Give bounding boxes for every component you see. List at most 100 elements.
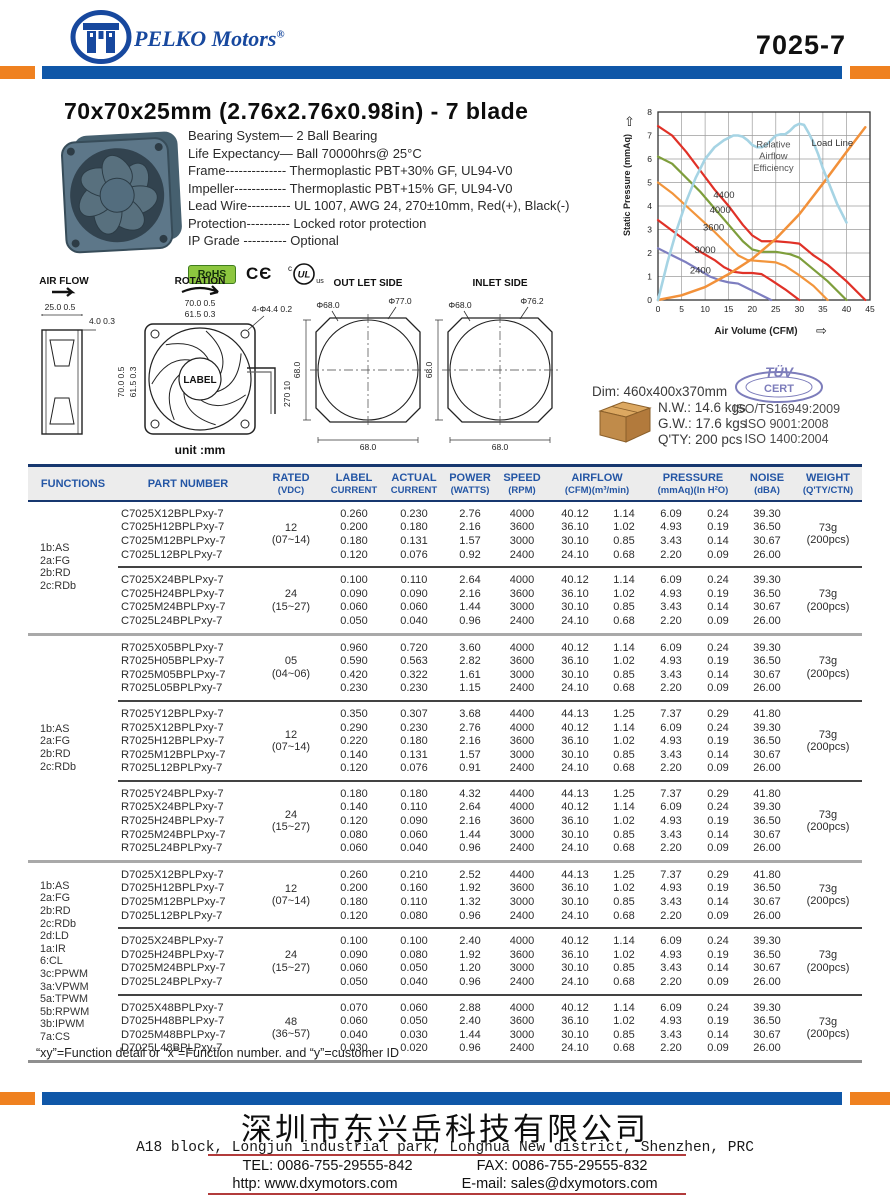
data-cell: 39.30 <box>753 1001 781 1014</box>
data-cell: 44.13 <box>561 787 589 800</box>
data-cell: 0.24 <box>707 641 729 654</box>
data-cell: 3000 <box>509 668 535 681</box>
data-cell: 1.14 <box>613 641 635 654</box>
data-cell: 3600 <box>509 948 535 961</box>
svg-text:15: 15 <box>724 304 734 314</box>
data-cell: 1.02 <box>613 1015 635 1028</box>
data-cell: 2400 <box>509 909 535 922</box>
svg-text:Φ68.0: Φ68.0 <box>316 300 340 310</box>
svg-text:68.0: 68.0 <box>360 442 377 452</box>
rated-voltage-cell: 48 (36~57) <box>271 1015 311 1041</box>
data-cell: 2.76 <box>459 507 481 520</box>
data-cell: 3.68 <box>459 707 481 720</box>
spec-line-ipgrade: IP Grade ---------- Optional <box>188 233 339 248</box>
data-cell: 24.10 <box>561 762 589 775</box>
part-number-cell: C7025L24BPLPxy-7 <box>121 614 223 627</box>
data-cell: 0.09 <box>707 842 729 855</box>
data-cell: 0.09 <box>707 548 729 561</box>
functions-cell: 1b:AS 2a:FG 2b:RD 2c:RDb <box>28 502 118 633</box>
data-cell: 36.10 <box>561 655 589 668</box>
data-cell: 0.68 <box>613 614 635 627</box>
top-bar <box>42 66 842 79</box>
data-cell: 0.040 <box>400 614 428 627</box>
data-cell: 4000 <box>509 641 535 654</box>
function-code: 2c:RDb <box>40 760 77 773</box>
data-cell: 0.24 <box>707 721 729 734</box>
function-code: 2a:FG <box>40 554 71 567</box>
data-cell: 36.10 <box>561 1015 589 1028</box>
col-weight: WEIGHT (Q'TY/CTN) <box>802 472 854 496</box>
data-cell: 0.120 <box>340 815 368 828</box>
col-airflow: AIRFLOW (CFM)(m³/min) <box>564 472 630 496</box>
contact-tel: TEL: 0086-755-29555-842 <box>242 1158 413 1174</box>
rotation-drawing: ROTATION 70.0 0.5 61.5 0.3 4-Φ4.4 0.2 70… <box>116 276 293 457</box>
weight-cell: 73g (200pcs) <box>806 728 850 754</box>
chart-annotation: 4000 <box>710 205 731 216</box>
data-cell: 0.090 <box>400 587 428 600</box>
packaging-info: N.W.: 14.6 kgs G.W.: 17.6 kgs Q'TY: 200 … <box>658 400 747 448</box>
data-cell: 36.50 <box>753 815 781 828</box>
email-link[interactable]: E-mail: sales@dxymotors.com <box>461 1176 658 1192</box>
data-cell: 0.140 <box>340 801 368 814</box>
data-cell: 36.50 <box>753 882 781 895</box>
svg-text:4-Φ4.4 0.2: 4-Φ4.4 0.2 <box>252 304 293 314</box>
svg-text:5: 5 <box>679 304 684 314</box>
spec-line-life: Life Expectancy— Ball 70000hrs@ 25°C <box>188 145 422 161</box>
top-bar-orange-left <box>0 66 35 79</box>
rated-voltage-cell: 12 (07~14) <box>271 728 311 754</box>
data-cell: 30.10 <box>561 1028 589 1041</box>
weight-cell: 73g (200pcs) <box>806 521 850 547</box>
data-cell: 1.44 <box>459 601 481 614</box>
data-cell: 0.050 <box>340 976 368 989</box>
part-number-cell: D7025M12BPLPxy-7 <box>121 896 226 909</box>
data-cell: 36.50 <box>753 948 781 961</box>
data-cell: 4000 <box>509 801 535 814</box>
data-cell: 6.09 <box>660 574 682 587</box>
website-link[interactable]: http: www.dxymotors.com <box>232 1176 398 1192</box>
svg-text:Air Volume (CFM): Air Volume (CFM) <box>714 326 797 337</box>
data-cell: 3.43 <box>660 962 682 975</box>
data-cell: 2.40 <box>459 1015 481 1028</box>
footer-divider-bottom <box>208 1193 686 1195</box>
outlet-side-drawing: OUT LET SIDE Φ68.0 Φ77.0 68.0 68.0 <box>292 278 426 452</box>
spec-table: FUNCTIONS PART NUMBER RATED (VDC) LABEL CU… <box>28 464 862 1064</box>
data-cell: 0.29 <box>707 787 729 800</box>
rated-voltage-cell: 24 (15~27) <box>271 588 311 613</box>
data-cell: 2400 <box>509 548 535 561</box>
function-code: 3b:IPWM <box>40 1018 85 1031</box>
data-cell: 0.131 <box>400 748 428 761</box>
function-code: 5a:TPWM <box>40 993 88 1006</box>
data-cell: 0.85 <box>613 896 635 909</box>
data-cell: 0.29 <box>707 707 729 720</box>
part-number-cell: D7025M24BPLPxy-7 <box>121 962 226 975</box>
data-cell: 0.96 <box>459 1042 481 1055</box>
carton-qty: Q'TY: 200 pcs <box>658 432 743 447</box>
data-cell: 1.25 <box>613 707 635 720</box>
carton-box-icon <box>598 401 652 443</box>
data-cell: 0.92 <box>459 548 481 561</box>
data-cell: 39.30 <box>753 574 781 587</box>
series-load-line <box>656 126 867 302</box>
function-code: 7a:CS <box>40 1030 71 1043</box>
data-cell: 0.14 <box>707 534 729 547</box>
data-cell: 30.10 <box>561 534 589 547</box>
data-cell: 26.00 <box>753 548 781 561</box>
data-cell: 30.10 <box>561 668 589 681</box>
data-cell: 0.14 <box>707 668 729 681</box>
model-number: 7025-7 <box>755 30 846 60</box>
data-cell: 36.50 <box>753 655 781 668</box>
voltage-subgroup: C7025X24BPLPxy-7 0.100 0.110 2.64 4000 40.12 1… <box>118 566 862 632</box>
svg-text:us: us <box>317 278 325 285</box>
data-cell: 3000 <box>509 601 535 614</box>
bottom-bar-orange-left <box>0 1092 35 1105</box>
data-cell: 6.09 <box>660 721 682 734</box>
footnote: “xy”=Function detail or “x”=Function num… <box>36 1046 399 1060</box>
y-axis-label: Static Pressure (mmAq) <box>622 134 632 236</box>
svg-text:Φ77.0: Φ77.0 <box>388 296 412 306</box>
svg-text:c: c <box>288 264 292 273</box>
data-cell: 0.91 <box>459 762 481 775</box>
data-cell: 6.09 <box>660 801 682 814</box>
data-cell: 24.10 <box>561 682 589 695</box>
part-number-cell: R7025M05BPLPxy-7 <box>121 668 226 681</box>
